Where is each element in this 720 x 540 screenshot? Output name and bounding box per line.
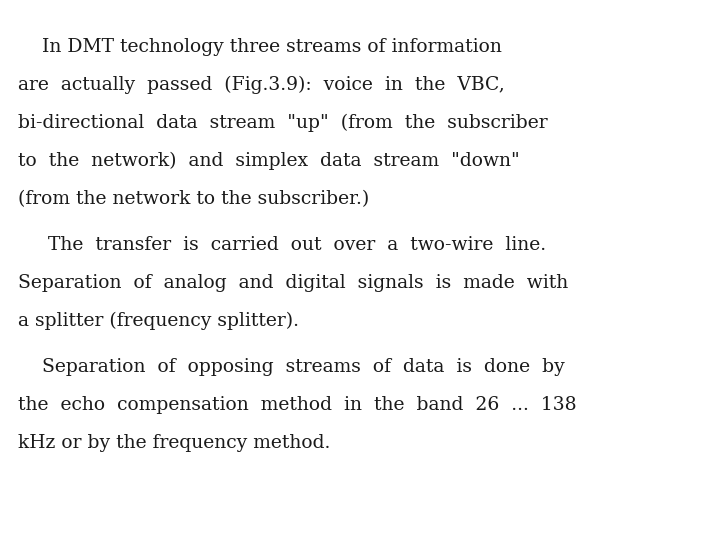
Text: are  actually  passed  (Fig.3.9):  voice  in  the  VBC,: are actually passed (Fig.3.9): voice in … xyxy=(18,76,505,94)
Text: (from the network to the subscriber.): (from the network to the subscriber.) xyxy=(18,190,369,208)
Text: In DMT technology three streams of information: In DMT technology three streams of infor… xyxy=(18,38,502,56)
Text: Separation  of  analog  and  digital  signals  is  made  with: Separation of analog and digital signals… xyxy=(18,274,568,292)
Text: kHz or by the frequency method.: kHz or by the frequency method. xyxy=(18,434,330,452)
Text: to  the  network)  and  simplex  data  stream  "down": to the network) and simplex data stream … xyxy=(18,152,520,170)
Text: The  transfer  is  carried  out  over  a  two-wire  line.: The transfer is carried out over a two-w… xyxy=(18,236,546,254)
Text: a splitter (frequency splitter).: a splitter (frequency splitter). xyxy=(18,312,299,330)
Text: the  echo  compensation  method  in  the  band  26  ...  138: the echo compensation method in the band… xyxy=(18,396,577,414)
Text: bi-directional  data  stream  "up"  (from  the  subscriber: bi-directional data stream "up" (from th… xyxy=(18,114,548,132)
Text: Separation  of  opposing  streams  of  data  is  done  by: Separation of opposing streams of data i… xyxy=(18,358,564,376)
